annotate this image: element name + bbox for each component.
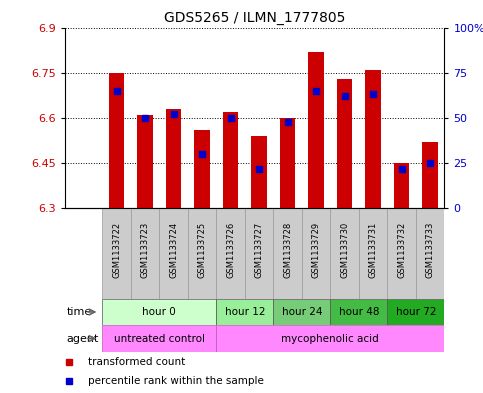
Bar	[365, 70, 381, 208]
Text: GSM1133730: GSM1133730	[340, 222, 349, 278]
Bar	[102, 299, 216, 325]
Bar	[387, 299, 444, 325]
Bar	[273, 299, 330, 325]
Text: GSM1133722: GSM1133722	[112, 222, 121, 278]
Text: GSM1133727: GSM1133727	[255, 222, 264, 278]
Bar	[280, 118, 296, 208]
Text: GSM1133726: GSM1133726	[226, 222, 235, 278]
Bar	[223, 112, 239, 208]
Text: GSM1133729: GSM1133729	[312, 222, 321, 278]
Bar	[302, 208, 330, 299]
Text: percentile rank within the sample: percentile rank within the sample	[88, 376, 264, 386]
Bar	[308, 51, 324, 208]
Text: untreated control: untreated control	[114, 334, 205, 343]
Bar	[188, 208, 216, 299]
Bar	[394, 163, 410, 208]
Text: GSM1133724: GSM1133724	[169, 222, 178, 278]
Bar	[245, 208, 273, 299]
Bar	[216, 208, 245, 299]
Bar	[251, 136, 267, 208]
Bar	[102, 208, 131, 299]
Bar	[137, 115, 153, 208]
Bar	[159, 208, 188, 299]
Text: hour 0: hour 0	[142, 307, 176, 317]
Text: hour 24: hour 24	[282, 307, 322, 317]
Text: hour 72: hour 72	[396, 307, 436, 317]
Bar	[359, 208, 387, 299]
Bar	[166, 109, 182, 208]
Bar	[387, 208, 416, 299]
Text: GSM1133728: GSM1133728	[283, 222, 292, 278]
Text: mycophenolic acid: mycophenolic acid	[282, 334, 379, 343]
Bar	[194, 130, 210, 208]
Bar	[216, 325, 444, 352]
Text: GSM1133725: GSM1133725	[198, 222, 207, 278]
Text: GSM1133733: GSM1133733	[426, 222, 435, 278]
Bar	[102, 325, 216, 352]
Bar	[330, 299, 387, 325]
Bar	[273, 208, 302, 299]
Bar	[330, 208, 359, 299]
Bar	[337, 79, 353, 208]
Bar	[109, 73, 124, 208]
Text: GSM1133723: GSM1133723	[141, 222, 150, 278]
Text: GSM1133731: GSM1133731	[369, 222, 378, 278]
Text: GSM1133732: GSM1133732	[397, 222, 406, 278]
Text: agent: agent	[67, 334, 99, 343]
Title: GDS5265 / ILMN_1777805: GDS5265 / ILMN_1777805	[164, 11, 345, 25]
Text: time: time	[67, 307, 92, 317]
Bar	[216, 299, 273, 325]
Text: hour 48: hour 48	[339, 307, 379, 317]
Bar	[131, 208, 159, 299]
Text: hour 12: hour 12	[225, 307, 265, 317]
Text: transformed count: transformed count	[88, 357, 185, 367]
Bar	[422, 142, 438, 208]
Bar	[416, 208, 444, 299]
